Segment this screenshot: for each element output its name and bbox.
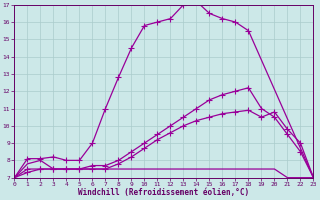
X-axis label: Windchill (Refroidissement éolien,°C): Windchill (Refroidissement éolien,°C) (78, 188, 250, 197)
